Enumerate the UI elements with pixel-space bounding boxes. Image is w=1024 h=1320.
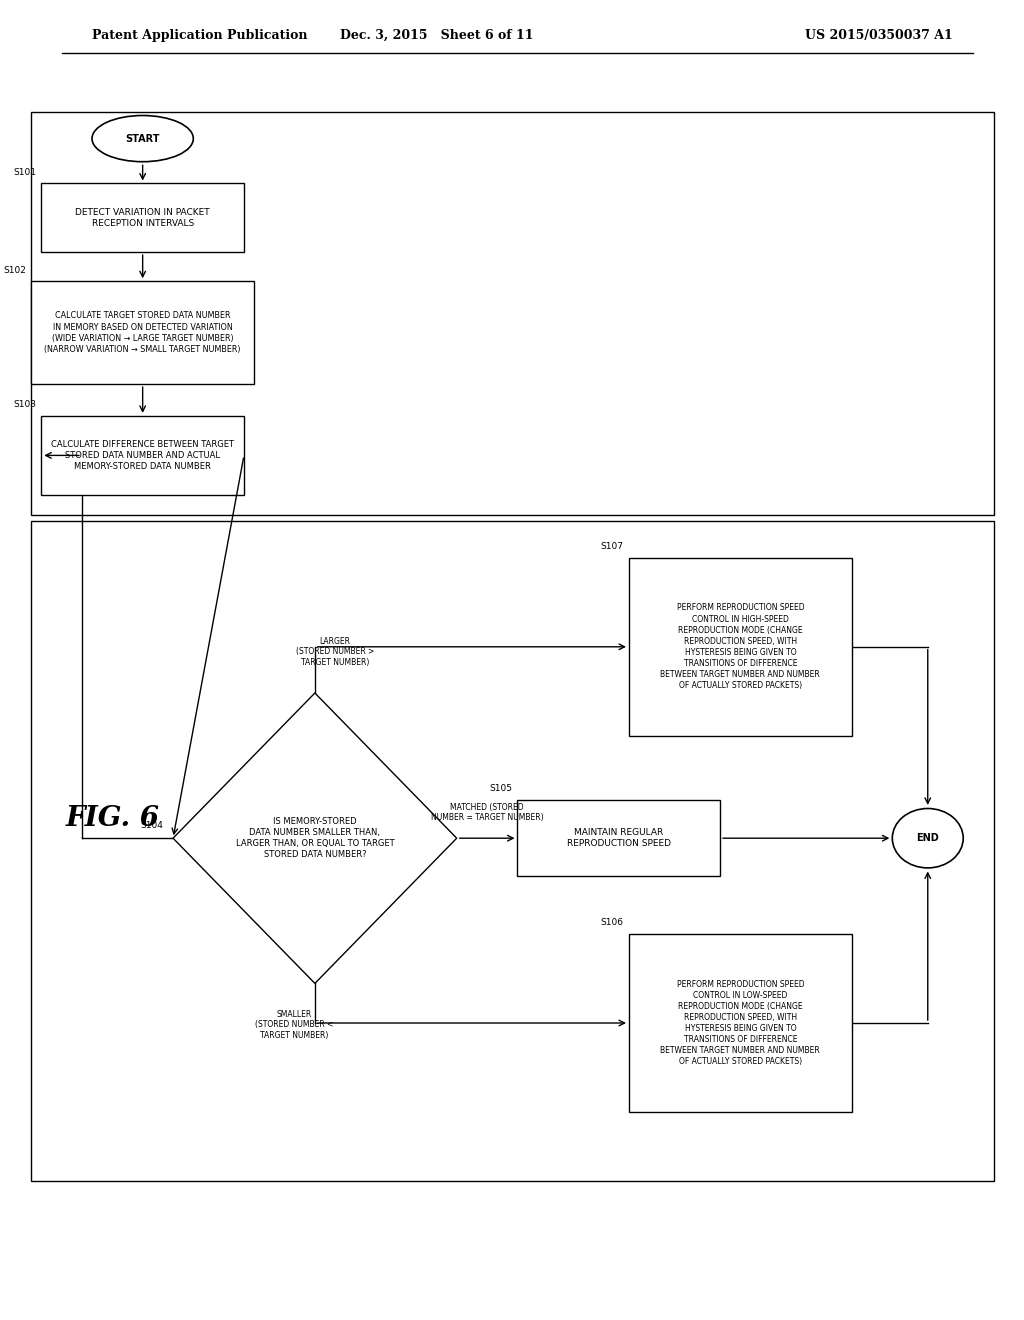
Text: MAINTAIN REGULAR
REPRODUCTION SPEED: MAINTAIN REGULAR REPRODUCTION SPEED (567, 828, 671, 849)
Ellipse shape (92, 116, 194, 161)
Text: S101: S101 (13, 168, 36, 177)
Text: START: START (125, 133, 160, 144)
Text: S103: S103 (13, 400, 36, 409)
Text: Patent Application Publication: Patent Application Publication (92, 29, 307, 42)
Text: FIG. 6: FIG. 6 (66, 805, 160, 832)
Text: S105: S105 (489, 784, 512, 793)
Bar (629, 557, 852, 737)
Text: LARGER
(STORED NUMBER >
TARGET NUMBER): LARGER (STORED NUMBER > TARGET NUMBER) (296, 636, 375, 667)
Text: CALCULATE TARGET STORED DATA NUMBER
IN MEMORY BASED ON DETECTED VARIATION
(WIDE : CALCULATE TARGET STORED DATA NUMBER IN M… (44, 312, 241, 354)
Text: CALCULATE DIFFERENCE BETWEEN TARGET
STORED DATA NUMBER AND ACTUAL
MEMORY-STORED : CALCULATE DIFFERENCE BETWEEN TARGET STOR… (51, 440, 234, 471)
Text: PERFORM REPRODUCTION SPEED
CONTROL IN HIGH-SPEED
REPRODUCTION MODE (CHANGE
REPRO: PERFORM REPRODUCTION SPEED CONTROL IN HI… (660, 603, 820, 690)
Text: US 2015/0350037 A1: US 2015/0350037 A1 (805, 29, 953, 42)
Text: END: END (916, 833, 939, 843)
Bar (41, 416, 244, 495)
Text: IS MEMORY-STORED
DATA NUMBER SMALLER THAN,
LARGER THAN, OR EQUAL TO TARGET
STORE: IS MEMORY-STORED DATA NUMBER SMALLER THA… (236, 817, 394, 859)
Text: S106: S106 (601, 919, 624, 927)
Text: Dec. 3, 2015   Sheet 6 of 11: Dec. 3, 2015 Sheet 6 of 11 (340, 29, 534, 42)
Bar (31, 112, 993, 515)
Bar (629, 935, 852, 1111)
Text: S107: S107 (601, 543, 624, 552)
Text: S104: S104 (140, 821, 163, 829)
Polygon shape (173, 693, 457, 983)
Text: S102: S102 (3, 265, 27, 275)
Text: SMALLER
(STORED NUMBER <
TARGET NUMBER): SMALLER (STORED NUMBER < TARGET NUMBER) (255, 1010, 334, 1040)
Bar (41, 183, 244, 252)
Ellipse shape (892, 808, 964, 869)
Bar (31, 521, 993, 1181)
Bar (31, 281, 254, 384)
Text: DETECT VARIATION IN PACKET
RECEPTION INTERVALS: DETECT VARIATION IN PACKET RECEPTION INT… (76, 207, 210, 228)
Bar (517, 800, 720, 876)
Text: PERFORM REPRODUCTION SPEED
CONTROL IN LOW-SPEED
REPRODUCTION MODE (CHANGE
REPROD: PERFORM REPRODUCTION SPEED CONTROL IN LO… (660, 979, 820, 1067)
Text: MATCHED (STORED
NUMBER = TARGET NUMBER): MATCHED (STORED NUMBER = TARGET NUMBER) (431, 803, 544, 822)
